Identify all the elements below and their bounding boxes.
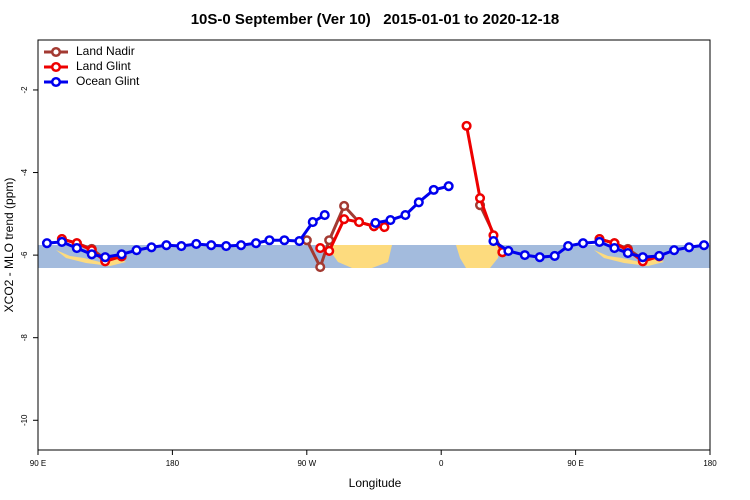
point xyxy=(578,238,589,249)
legend-label: Land Nadir xyxy=(76,44,135,58)
y-tick-label: -4 xyxy=(20,168,29,176)
point xyxy=(324,245,335,257)
point xyxy=(236,240,247,251)
y-tick-label: -8 xyxy=(20,334,29,342)
point xyxy=(319,210,330,221)
point xyxy=(379,221,390,233)
point xyxy=(609,243,620,254)
point xyxy=(354,217,365,228)
point xyxy=(443,181,454,192)
point xyxy=(461,120,472,131)
point xyxy=(428,184,439,195)
x-tick-label: 90 W xyxy=(297,459,316,468)
point xyxy=(339,214,350,225)
point xyxy=(279,235,290,246)
point xyxy=(86,249,97,260)
point xyxy=(221,240,232,252)
point xyxy=(594,236,605,247)
point xyxy=(519,250,530,261)
y-tick-label: -2 xyxy=(20,86,29,94)
point xyxy=(549,250,560,261)
legend-label: Ocean Glint xyxy=(76,74,140,88)
x-tick-label: 90 E xyxy=(30,459,46,468)
point xyxy=(264,235,275,246)
point xyxy=(294,236,305,247)
point xyxy=(622,248,633,259)
point xyxy=(339,200,350,212)
land xyxy=(456,245,500,268)
point xyxy=(206,240,217,251)
point xyxy=(315,243,326,254)
point xyxy=(315,262,326,273)
point xyxy=(563,240,574,252)
point xyxy=(385,214,396,226)
point xyxy=(100,252,111,263)
point xyxy=(131,245,142,256)
point xyxy=(698,240,710,251)
legend-marker xyxy=(50,46,62,58)
land xyxy=(326,245,392,268)
point xyxy=(669,245,680,256)
x-axis-label: Longitude xyxy=(349,476,402,490)
x-tick-label: 90 E xyxy=(567,459,583,468)
x-tick-label: 180 xyxy=(703,459,717,468)
point xyxy=(413,197,424,208)
x-tick-label: 0 xyxy=(439,459,444,468)
point xyxy=(503,245,514,257)
point xyxy=(488,236,499,247)
point xyxy=(56,236,67,247)
point xyxy=(684,242,695,253)
point xyxy=(176,240,187,252)
legend-label: Land Glint xyxy=(76,59,131,73)
chart-title: 10S-0 September (Ver 10) 2015-01-01 to 2… xyxy=(191,11,560,28)
point xyxy=(146,242,157,253)
point xyxy=(474,193,486,204)
x-tick-label: 180 xyxy=(166,459,180,468)
y-tick-label: -6 xyxy=(20,251,29,259)
point xyxy=(41,238,53,249)
point xyxy=(400,210,411,221)
point xyxy=(250,238,262,249)
point xyxy=(161,240,172,251)
legend-marker xyxy=(50,61,62,73)
point xyxy=(370,217,381,228)
point xyxy=(71,243,82,254)
point xyxy=(654,250,665,261)
legend-marker xyxy=(50,76,62,88)
point xyxy=(307,217,318,228)
plot-frame xyxy=(37,39,711,451)
series-line xyxy=(61,125,660,263)
point xyxy=(191,238,202,250)
point xyxy=(637,252,648,263)
y-tick-label: -10 xyxy=(20,414,29,426)
point xyxy=(534,252,545,263)
point xyxy=(116,249,127,260)
y-axis-label: XCO2 - MLO trend (ppm) xyxy=(2,178,16,313)
